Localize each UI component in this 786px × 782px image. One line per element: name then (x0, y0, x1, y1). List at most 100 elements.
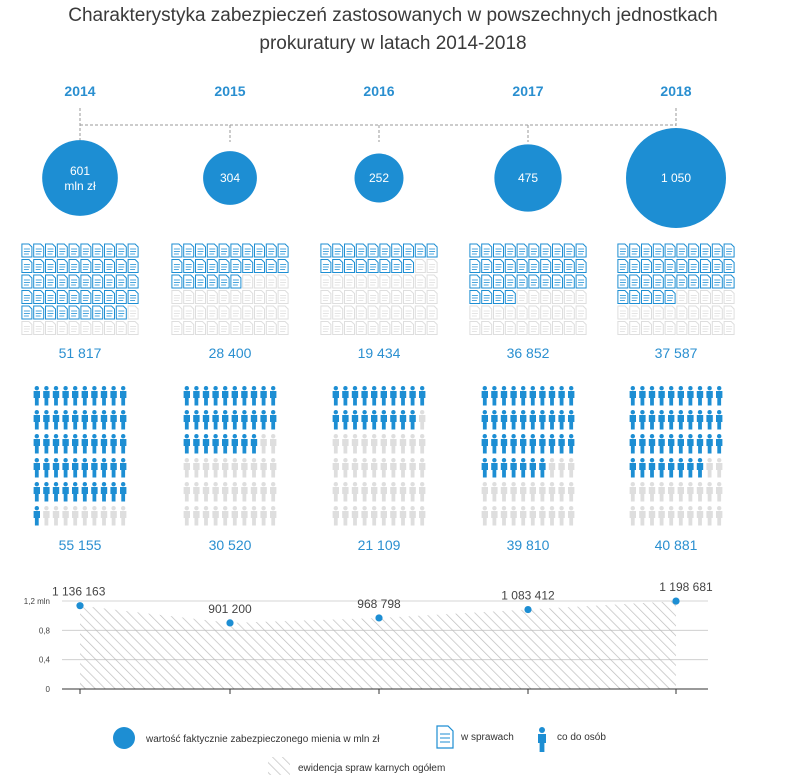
document-icon (629, 243, 641, 258)
document-icon (218, 274, 230, 289)
person-icon (529, 458, 536, 478)
person-icon (62, 506, 69, 526)
person-icon (510, 458, 517, 478)
document-icon (469, 259, 481, 273)
person-icon (361, 458, 368, 478)
legend: wartość faktycznie zabezpieczonego mieni… (113, 725, 606, 775)
document-icon (664, 274, 676, 289)
document-icon (563, 243, 575, 258)
document-icon (254, 243, 265, 258)
person-icon (371, 506, 378, 526)
person-icon (71, 386, 79, 406)
person-icon (43, 506, 50, 526)
person-icon (260, 434, 267, 454)
document-icon (33, 259, 45, 273)
person-icon (706, 458, 713, 478)
document-icon (391, 274, 403, 289)
document-icon (367, 259, 379, 273)
document-icon (688, 321, 700, 335)
document-icon (540, 274, 552, 289)
document-icon (115, 321, 127, 335)
person-icon (119, 410, 127, 430)
document-icon (552, 274, 563, 289)
legend-document-icon (436, 725, 454, 749)
document-icon (21, 274, 33, 289)
person-icon (409, 458, 416, 478)
person-icon (250, 482, 258, 502)
document-icon (115, 290, 127, 304)
person-icon (677, 434, 684, 454)
document-icon (21, 305, 33, 320)
person-icon (71, 506, 79, 526)
document-icon (277, 259, 289, 273)
document-icon (629, 321, 641, 335)
person-icon (81, 506, 88, 526)
document-icon (355, 305, 367, 320)
document-icon (414, 305, 426, 320)
document-icon (104, 321, 115, 335)
document-icon (652, 259, 664, 273)
document-icon (676, 321, 688, 335)
person-icon (91, 410, 98, 430)
person-icon (202, 482, 210, 502)
person-icon (250, 410, 258, 430)
person-icon (212, 506, 219, 526)
person-icon (639, 458, 646, 478)
document-icon (391, 290, 403, 304)
in-cases-value-label: 36 852 (507, 345, 550, 361)
document-icon (617, 290, 629, 304)
document-icon (320, 305, 332, 320)
document-icon (629, 290, 641, 304)
document-icon (80, 243, 92, 258)
person-icon (419, 458, 426, 478)
document-icon (195, 243, 206, 258)
person-icon (419, 410, 426, 430)
document-icon (21, 259, 33, 273)
person-icon (351, 458, 359, 478)
document-icon (641, 243, 652, 258)
document-icon (367, 290, 379, 304)
document-icon (403, 321, 414, 335)
person-icon (409, 386, 416, 406)
total-cases-area (80, 601, 676, 689)
document-icon (426, 305, 438, 320)
person-icon (510, 482, 517, 502)
document-icon (617, 321, 629, 335)
document-icon (469, 274, 481, 289)
person-icon (481, 482, 488, 502)
person-icon (687, 458, 694, 478)
document-icon (379, 274, 391, 289)
document-icon (641, 305, 652, 320)
total-cases-point (672, 597, 680, 605)
person-icon (529, 506, 536, 526)
person-icon (677, 386, 684, 406)
person-icon (212, 458, 219, 478)
person-icon (510, 434, 517, 454)
document-icon (242, 321, 254, 335)
document-icon (265, 290, 277, 304)
person-icon (390, 458, 397, 478)
document-icon (723, 305, 735, 320)
document-icon (104, 290, 115, 304)
person-icon (52, 458, 60, 478)
document-icon (469, 321, 481, 335)
person-icon (260, 506, 267, 526)
document-icon (277, 274, 289, 289)
document-icon (414, 321, 426, 335)
document-icon (403, 259, 414, 273)
document-icon (414, 259, 426, 273)
document-icon (277, 243, 289, 258)
person-icon (62, 410, 69, 430)
person-icon (371, 482, 378, 502)
person-icon (548, 506, 556, 526)
person-icon (43, 482, 50, 502)
document-icon (563, 305, 575, 320)
person-icon (558, 410, 565, 430)
document-icon (403, 290, 414, 304)
person-icon (539, 482, 546, 502)
document-icon (171, 305, 183, 320)
document-icon (104, 243, 115, 258)
document-icon (540, 259, 552, 273)
person-icon (658, 506, 665, 526)
